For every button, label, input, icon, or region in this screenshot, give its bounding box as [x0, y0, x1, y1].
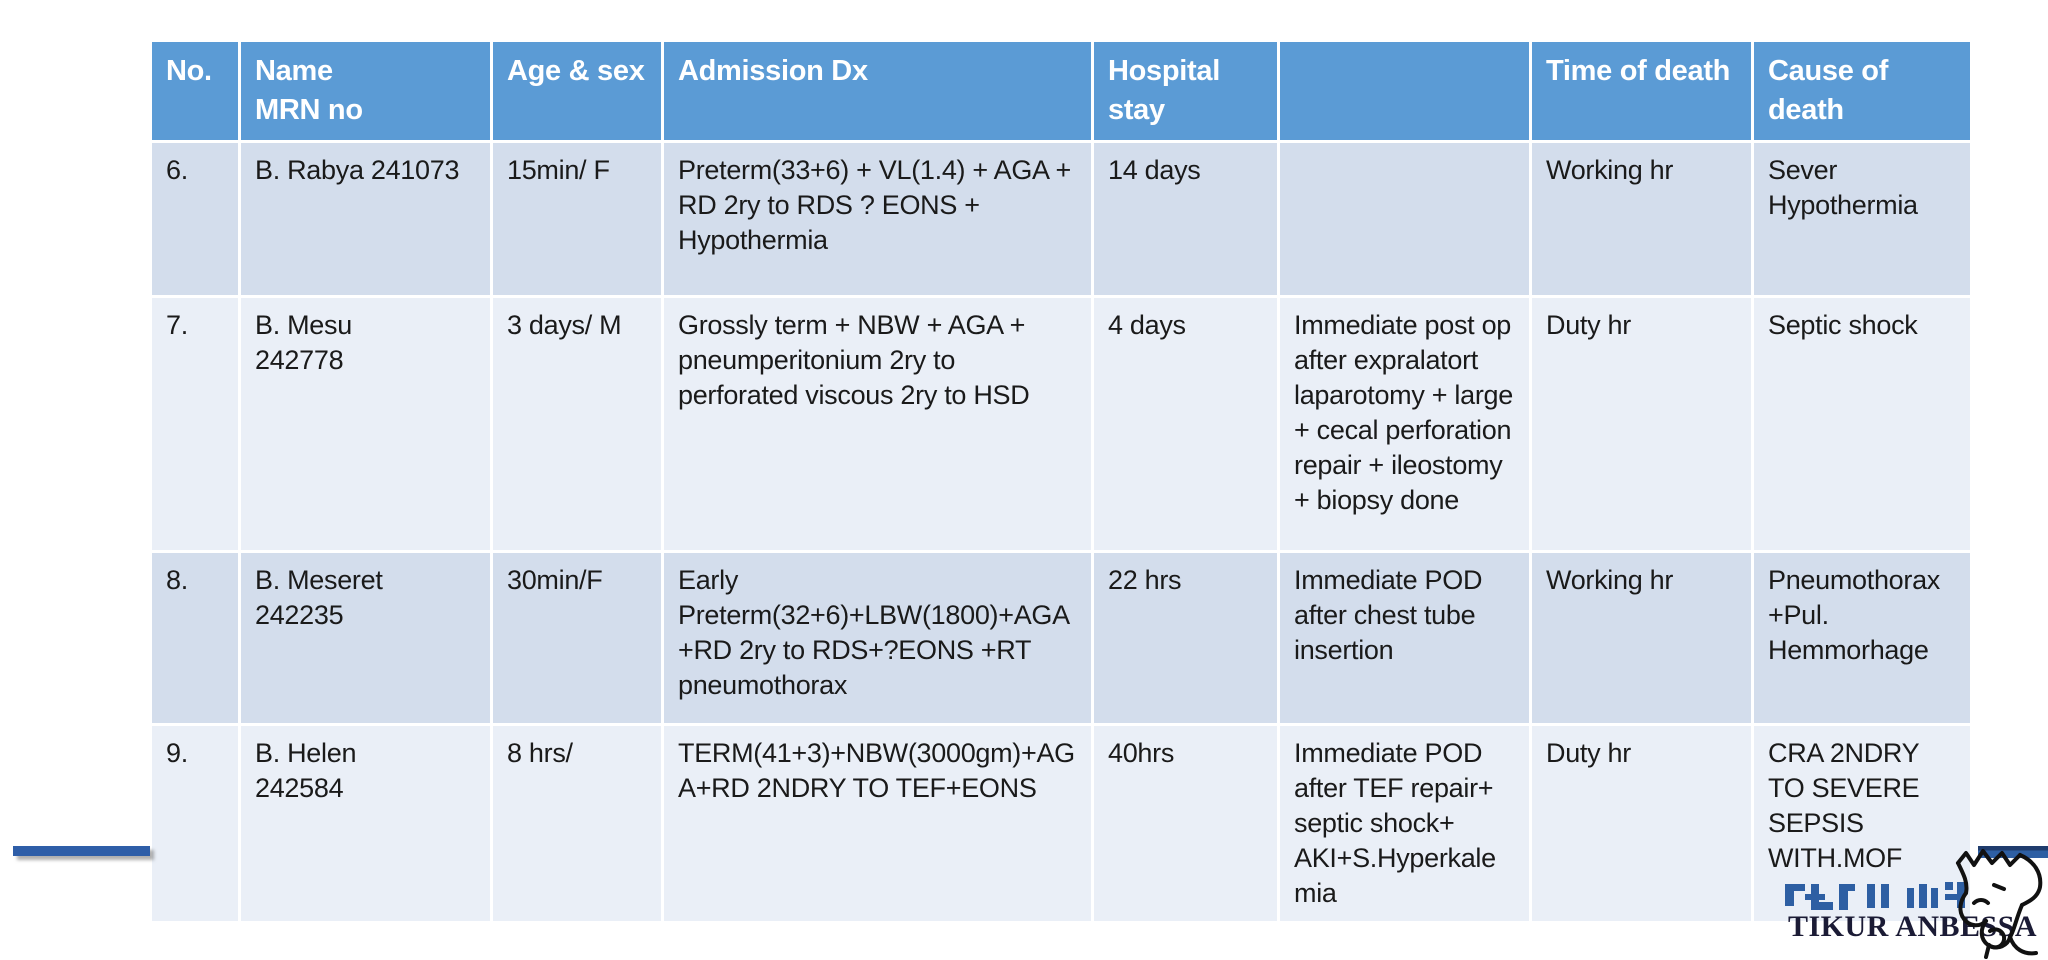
table-row: 8. B. Meseret 242235 30min/F Early Prete… — [152, 552, 1970, 723]
cell-admission-dx: TERM(41+3)+NBW(3000gm)+AGA+RD 2NDRY TO T… — [664, 725, 1091, 922]
cell-operative-note: Immediate POD after TEF repair+ septic s… — [1280, 725, 1529, 922]
cell-cause-of-death: Septic shock — [1754, 297, 1970, 550]
header-no: No. — [152, 42, 238, 140]
header-cause-of-death: Cause of death — [1754, 42, 1970, 140]
cell-age-sex: 8 hrs/ — [493, 725, 661, 922]
lion-head-icon — [1956, 849, 2043, 959]
cell-admission-dx: Early Preterm(32+6)+LBW(1800)+AGA+RD 2ry… — [664, 552, 1091, 723]
cell-operative-note — [1280, 142, 1529, 295]
table-row: 6. B. Rabya 241073 15min/ F Preterm(33+6… — [152, 142, 1970, 295]
decorative-divider-line — [13, 846, 150, 856]
cell-no: 7. — [152, 297, 238, 550]
cell-no: 6. — [152, 142, 238, 295]
cell-name-mrn: B. Mesu 242778 — [241, 297, 490, 550]
cell-time-of-death: Duty hr — [1532, 725, 1751, 922]
cell-operative-note: Immediate POD after chest tube insertion — [1280, 552, 1529, 723]
cell-time-of-death: Working hr — [1532, 552, 1751, 723]
logo-latin-text: TIKUR ANBESSA — [1788, 910, 2038, 943]
cell-no: 9. — [152, 725, 238, 922]
cell-name-mrn: B. Meseret 242235 — [241, 552, 490, 723]
cell-time-of-death: Working hr — [1532, 142, 1751, 295]
header-time-of-death: Time of death — [1532, 42, 1751, 140]
table-row: 7. B. Mesu 242778 3 days/ M Grossly term… — [152, 297, 1970, 550]
tikur-anbessa-logo: TIKUR ANBESSA — [1780, 840, 2048, 960]
cell-hospital-stay: 4 days — [1094, 297, 1277, 550]
logo-accent-bar — [1978, 846, 2048, 858]
table-header-row: No. Name MRN no Age & sex Admission Dx H… — [152, 42, 1970, 140]
cell-no: 8. — [152, 552, 238, 723]
amharic-wordmark — [1785, 882, 1965, 910]
header-admission-dx: Admission Dx — [664, 42, 1091, 140]
cell-admission-dx: Grossly term + NBW + AGA + pneumperitoni… — [664, 297, 1091, 550]
cell-hospital-stay: 22 hrs — [1094, 552, 1277, 723]
cell-cause-of-death: Sever Hypothermia — [1754, 142, 1970, 295]
header-hospital-stay: Hospital stay — [1094, 42, 1277, 140]
header-age-sex: Age & sex — [493, 42, 661, 140]
cell-age-sex: 3 days/ M — [493, 297, 661, 550]
cell-operative-note: Immediate post op after expralatort lapa… — [1280, 297, 1529, 550]
cell-cause-of-death: Pneumothorax +Pul. Hemmorhage — [1754, 552, 1970, 723]
cell-hospital-stay: 14 days — [1094, 142, 1277, 295]
cell-age-sex: 30min/F — [493, 552, 661, 723]
cell-admission-dx: Preterm(33+6) + VL(1.4) + AGA + RD 2ry t… — [664, 142, 1091, 295]
cell-age-sex: 15min/ F — [493, 142, 661, 295]
cell-hospital-stay: 40hrs — [1094, 725, 1277, 922]
cell-name-mrn: B. Rabya 241073 — [241, 142, 490, 295]
cell-time-of-death: Duty hr — [1532, 297, 1751, 550]
header-operative-note — [1280, 42, 1529, 140]
table-row: 9. B. Helen 242584 8 hrs/ TERM(41+3)+NBW… — [152, 725, 1970, 922]
neonatal-mortality-table: No. Name MRN no Age & sex Admission Dx H… — [149, 39, 1973, 924]
header-name-mrn: Name MRN no — [241, 42, 490, 140]
cell-name-mrn: B. Helen 242584 — [241, 725, 490, 922]
